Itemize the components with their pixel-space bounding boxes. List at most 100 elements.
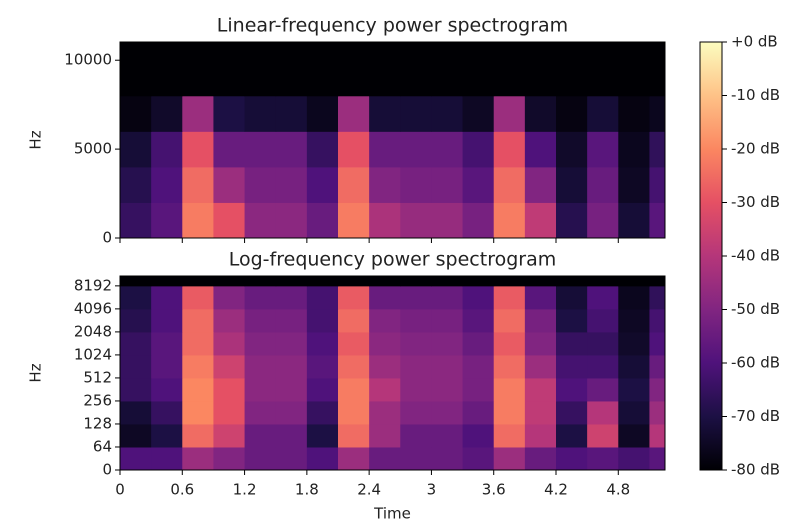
spectrogram-cell <box>587 285 619 310</box>
spectrogram-cell <box>556 131 588 168</box>
x-tick-label: 4.2 <box>544 481 568 499</box>
spectrogram-cell <box>151 166 183 203</box>
spectrogram-cell <box>431 446 464 471</box>
spectrogram-cell <box>244 354 277 379</box>
spectrogram-cell <box>213 202 246 239</box>
spectrogram-cell <box>649 446 666 471</box>
spectrogram-cell <box>369 131 401 168</box>
spectrogram-cell <box>462 331 495 356</box>
spectrogram-cell <box>493 285 526 310</box>
spectrogram-cell <box>431 42 464 97</box>
spectrogram-cell <box>400 166 432 203</box>
spectrogram-cell <box>213 131 246 168</box>
spectrogram-cell <box>182 95 214 132</box>
spectrogram-cell <box>151 331 183 356</box>
spectrogram-cell <box>493 423 526 448</box>
colorbar-tick-label: -50 dB <box>731 300 780 318</box>
spectrogram-cell <box>431 202 464 239</box>
spectrogram-cell <box>400 285 432 310</box>
spectrogram-cell <box>587 276 619 287</box>
spectrogram-cell <box>213 285 246 310</box>
spectrogram-cell <box>556 276 588 287</box>
spectrogram-cell <box>431 308 464 333</box>
spectrogram-cell <box>369 285 401 310</box>
spectrogram-cell <box>431 354 464 379</box>
spectrogram-cell <box>306 400 339 425</box>
spectrogram-cell <box>244 42 277 97</box>
spectrogram-cell <box>400 276 432 287</box>
spectrogram-cell <box>556 202 588 239</box>
spectrogram-cell <box>556 95 588 132</box>
spectrogram-cell <box>556 377 588 402</box>
spectrogram-cell <box>462 377 495 402</box>
spectrogram-cell <box>275 377 308 402</box>
spectrogram-cell <box>338 42 370 97</box>
spectrogram-cell <box>338 354 370 379</box>
spectrogram-cell <box>431 95 464 132</box>
x-tick-label: 3 <box>427 481 437 499</box>
spectrogram-cell <box>182 423 214 448</box>
spectrogram-cell <box>369 354 401 379</box>
spectrogram-cell <box>369 276 401 287</box>
spectrogram-cell <box>524 446 557 471</box>
spectrogram-cell <box>306 354 339 379</box>
spectrogram-cell <box>120 446 152 471</box>
spectrogram-cell <box>400 400 432 425</box>
spectrogram-cell <box>462 202 495 239</box>
spectrogram-cell <box>244 446 277 471</box>
spectrogram-cell <box>649 354 666 379</box>
spectrogram-cell <box>338 400 370 425</box>
spectrogram-cell <box>431 331 464 356</box>
x-tick-label: 0 <box>115 481 125 499</box>
x-tick-label: 1.8 <box>295 481 319 499</box>
spectrogram-cell <box>338 202 370 239</box>
spectrogram-cell <box>618 446 650 471</box>
y-axis-label: Hz <box>27 363 45 382</box>
spectrogram-cell <box>306 95 339 132</box>
spectrogram-cell <box>400 95 432 132</box>
spectrogram-cell <box>493 166 526 203</box>
spectrogram-cell <box>182 42 214 97</box>
spectrogram-cell <box>120 276 152 287</box>
spectrogram-cell <box>213 331 246 356</box>
spectrogram-cell <box>493 331 526 356</box>
spectrogram-cell <box>120 423 152 448</box>
spectrogram-cell <box>524 354 557 379</box>
spectrogram-cell <box>524 423 557 448</box>
spectrogram-cell <box>587 377 619 402</box>
spectrogram-cell <box>649 423 666 448</box>
spectrogram-cell <box>182 308 214 333</box>
spectrogram-cell <box>431 423 464 448</box>
spectrogram-cell <box>556 331 588 356</box>
spectrogram-cell <box>524 331 557 356</box>
spectrogram-cell <box>151 276 183 287</box>
spectrogram-cell <box>649 285 666 310</box>
spectrogram-cell <box>524 285 557 310</box>
spectrogram-cell <box>618 276 650 287</box>
spectrogram-cell <box>649 166 666 203</box>
spectrogram-cell <box>306 331 339 356</box>
spectrogram-cell <box>182 276 214 287</box>
spectrogram-cell <box>244 285 277 310</box>
spectrogram-cell <box>587 308 619 333</box>
spectrogram-cell <box>275 285 308 310</box>
y-tick-label: 4096 <box>74 299 112 317</box>
spectrogram-cell <box>244 377 277 402</box>
spectrogram-cell <box>275 423 308 448</box>
spectrogram-cell <box>369 42 401 97</box>
spectrogram-cell <box>524 308 557 333</box>
spectrogram-cell <box>400 331 432 356</box>
spectrogram-cell <box>120 95 152 132</box>
spectrogram-cell <box>151 95 183 132</box>
spectrogram-cell <box>369 308 401 333</box>
spectrogram-cell <box>649 131 666 168</box>
spectrogram-cell <box>306 308 339 333</box>
spectrogram-cell <box>306 42 339 97</box>
spectrogram-cell <box>369 166 401 203</box>
x-tick-label: 1.2 <box>233 481 257 499</box>
spectrogram-cell <box>275 166 308 203</box>
spectrogram-cell <box>556 400 588 425</box>
colorbar <box>699 41 723 471</box>
y-tick-label: 128 <box>83 414 112 432</box>
spectrogram-cell <box>275 202 308 239</box>
